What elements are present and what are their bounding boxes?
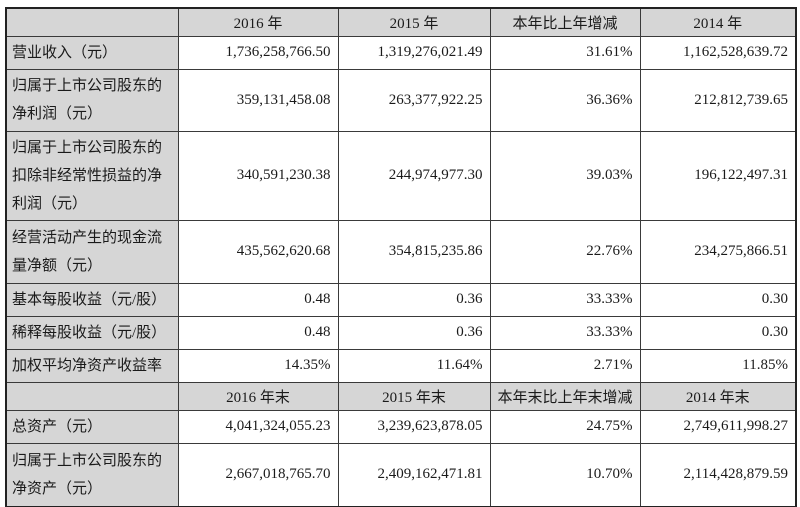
- value-cell: 0.30: [639, 282, 797, 317]
- value-cell: 11.85%: [639, 348, 797, 383]
- column-header-cell: 2014 年: [639, 7, 797, 37]
- value-cell: 33.33%: [489, 315, 641, 350]
- value-cell: 0.36: [337, 282, 491, 317]
- value-cell: 24.75%: [489, 409, 641, 444]
- row-label-cell: 加权平均净资产收益率: [5, 348, 179, 383]
- row-label-cell: 稀释每股收益（元/股）: [5, 315, 179, 350]
- value-cell: 22.76%: [489, 219, 641, 284]
- value-cell: 33.33%: [489, 282, 641, 317]
- table-row: 加权平均净资产收益率 14.35% 11.64% 2.71% 11.85%: [5, 348, 797, 383]
- value-cell: 212,812,739.65: [639, 68, 797, 132]
- table-row: 基本每股收益（元/股） 0.48 0.36 33.33% 0.30: [5, 282, 797, 317]
- value-cell: 2,749,611,998.27: [639, 409, 797, 444]
- value-cell: 2.71%: [489, 348, 641, 383]
- column-header-cell: 2014 年末: [639, 381, 797, 411]
- value-cell: 234,275,866.51: [639, 219, 797, 284]
- value-cell: 3,239,623,878.05: [337, 409, 491, 444]
- value-cell: 4,041,324,055.23: [177, 409, 339, 444]
- row-label-cell: 归属于上市公司股东的净资产（元）: [5, 442, 179, 507]
- value-cell: 0.48: [177, 315, 339, 350]
- row-label-cell: 经营活动产生的现金流量净额（元）: [5, 219, 179, 284]
- table-header-row: 2016 年 2015 年 本年比上年增减 2014 年: [5, 7, 797, 37]
- column-header-cell: 2015 年末: [337, 381, 491, 411]
- row-label-cell: 营业收入（元）: [5, 35, 179, 70]
- table-header-row: 2016 年末 2015 年末 本年末比上年末增减 2014 年末: [5, 381, 797, 411]
- value-cell: 11.64%: [337, 348, 491, 383]
- value-cell: 435,562,620.68: [177, 219, 339, 284]
- value-cell: 1,162,528,639.72: [639, 35, 797, 70]
- value-cell: 10.70%: [489, 442, 641, 507]
- value-cell: 263,377,922.25: [337, 68, 491, 132]
- value-cell: 39.03%: [489, 130, 641, 221]
- value-cell: 244,974,977.30: [337, 130, 491, 221]
- value-cell: 196,122,497.31: [639, 130, 797, 221]
- table-row: 归属于上市公司股东的扣除非经常性损益的净利润（元） 340,591,230.38…: [5, 130, 797, 221]
- value-cell: 2,667,018,765.70: [177, 442, 339, 507]
- column-header-cell: 2015 年: [337, 7, 491, 37]
- row-label-cell: 归属于上市公司股东的净利润（元）: [5, 68, 179, 132]
- table-row: 营业收入（元） 1,736,258,766.50 1,319,276,021.4…: [5, 35, 797, 70]
- value-cell: 0.48: [177, 282, 339, 317]
- financial-summary-table: 2016 年 2015 年 本年比上年增减 2014 年 营业收入（元） 1,7…: [5, 7, 797, 507]
- value-cell: 31.61%: [489, 35, 641, 70]
- value-cell: 36.36%: [489, 68, 641, 132]
- row-label-cell: 归属于上市公司股东的扣除非经常性损益的净利润（元）: [5, 130, 179, 221]
- value-cell: 2,114,428,879.59: [639, 442, 797, 507]
- table-row: 稀释每股收益（元/股） 0.48 0.36 33.33% 0.30: [5, 315, 797, 350]
- corner-cell: [5, 381, 179, 411]
- value-cell: 1,736,258,766.50: [177, 35, 339, 70]
- corner-cell: [5, 7, 179, 37]
- column-header-cell: 本年比上年增减: [489, 7, 641, 37]
- value-cell: 1,319,276,021.49: [337, 35, 491, 70]
- table-row: 归属于上市公司股东的净利润（元） 359,131,458.08 263,377,…: [5, 68, 797, 132]
- column-header-cell: 本年末比上年末增减: [489, 381, 641, 411]
- value-cell: 0.30: [639, 315, 797, 350]
- column-header-cell: 2016 年: [177, 7, 339, 37]
- table-row: 总资产（元） 4,041,324,055.23 3,239,623,878.05…: [5, 409, 797, 444]
- table-row: 经营活动产生的现金流量净额（元） 435,562,620.68 354,815,…: [5, 219, 797, 284]
- value-cell: 2,409,162,471.81: [337, 442, 491, 507]
- table-row: 归属于上市公司股东的净资产（元） 2,667,018,765.70 2,409,…: [5, 442, 797, 507]
- value-cell: 354,815,235.86: [337, 219, 491, 284]
- value-cell: 359,131,458.08: [177, 68, 339, 132]
- value-cell: 0.36: [337, 315, 491, 350]
- row-label-cell: 基本每股收益（元/股）: [5, 282, 179, 317]
- value-cell: 14.35%: [177, 348, 339, 383]
- row-label-cell: 总资产（元）: [5, 409, 179, 444]
- value-cell: 340,591,230.38: [177, 130, 339, 221]
- column-header-cell: 2016 年末: [177, 381, 339, 411]
